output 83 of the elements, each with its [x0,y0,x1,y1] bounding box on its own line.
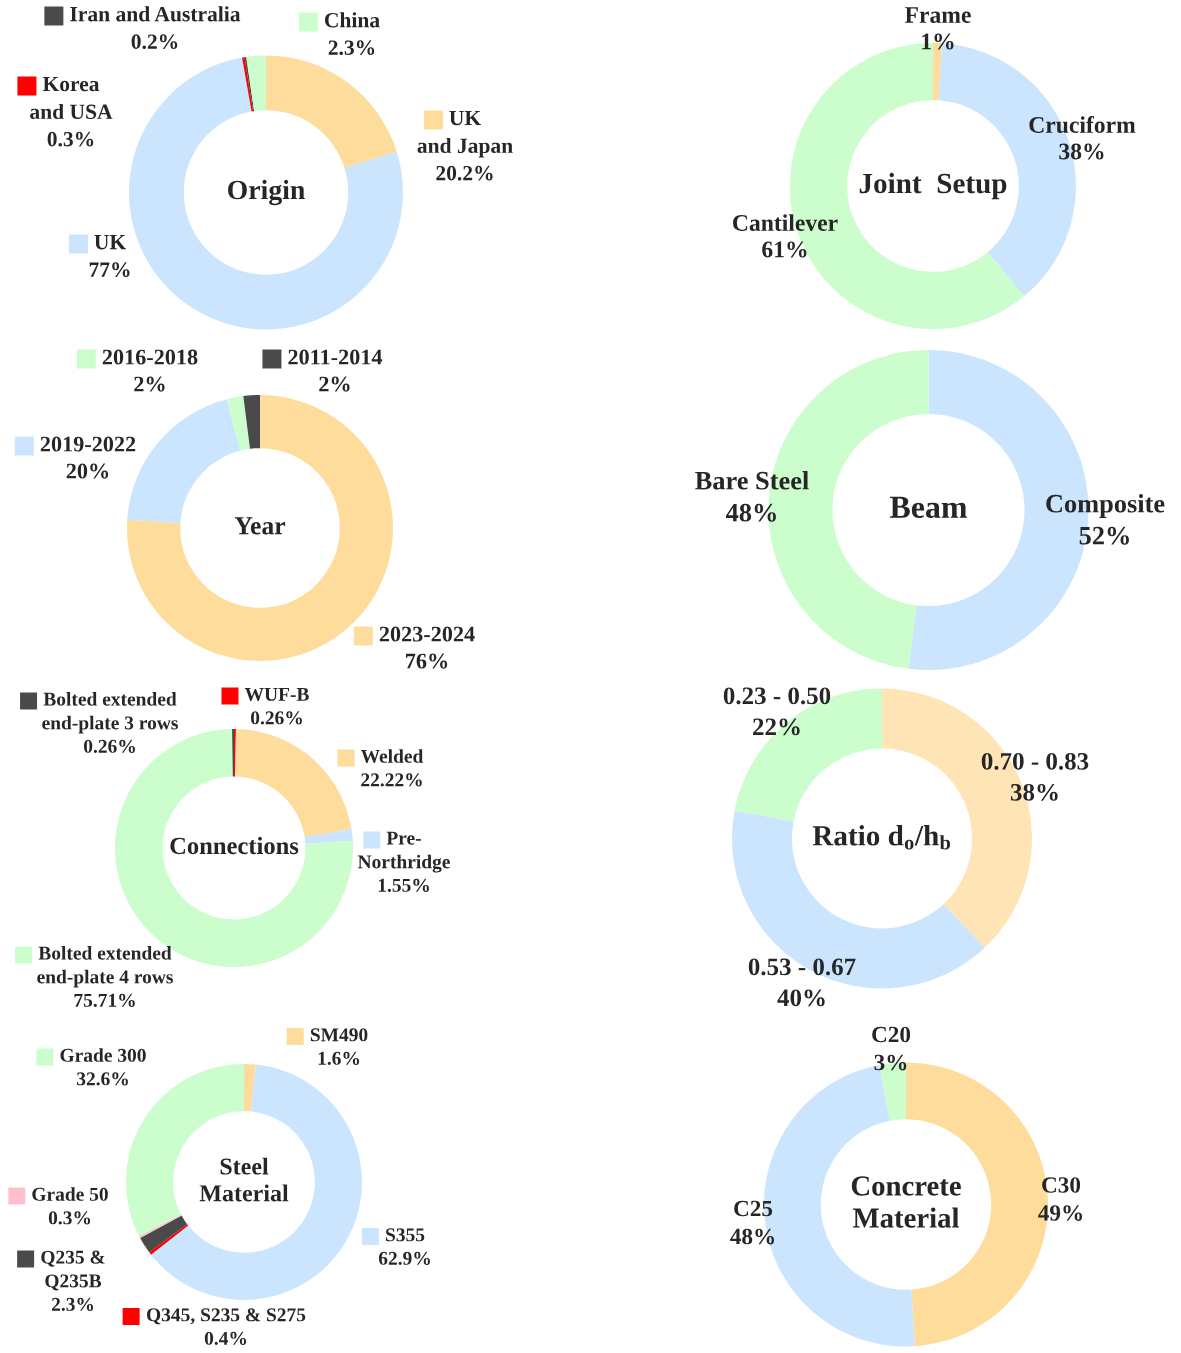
data-label: 1.6% [318,1051,360,1065]
data-label: 38% [1059,143,1104,160]
text: Joint Setup [859,172,1007,200]
legend-label: Bolted extended end-plate 3 rows [42,692,178,734]
donut-slice [149,1224,189,1255]
data-label: 1% [922,33,954,50]
slice-label: Cruciform [1029,116,1136,133]
legend-label: UK [94,235,126,250]
data-label: 20% [66,463,109,479]
data-label: 22% [753,718,800,736]
legend-label: Iran and Australia [70,6,241,22]
data-label: 77% [89,262,130,277]
data-label: 20.2% [436,165,493,181]
legend-label: Q345, S235 & S275 [147,1308,306,1325]
text: Beam [889,496,967,518]
text: Origin [228,179,305,206]
data-label: 0.4% [204,1331,247,1345]
data-label: 32.6% [77,1072,128,1086]
data-label: 3% [874,1054,907,1071]
slice-label: C30 [1042,1177,1081,1193]
legend-label: S355 [386,1228,425,1242]
data-label: 22.22% [361,773,422,787]
donut-slice [244,1064,256,1112]
legend-label: Pre- Northridge [357,831,450,873]
text: Steel Material [199,1157,289,1202]
slice-label: C20 [872,1026,911,1043]
legend-label: Bolted extended end-plate 4 rows [37,946,173,988]
data-label: 48% [725,503,776,522]
data-label: 49% [1038,1205,1083,1221]
donut-slice [304,829,353,844]
legend-label: Welded [360,749,424,763]
legend-label: UK and Japan [417,110,513,158]
data-label: 48% [730,1228,775,1245]
data-label: 0.26% [84,739,135,753]
text: Connections [170,836,299,855]
data-label: 2.3% [51,1297,94,1311]
legend-label: Grade 300 [60,1048,146,1062]
data-label: 40% [777,989,825,1007]
text: Concrete Material [851,1176,961,1228]
data-label: 2% [319,376,350,392]
data-label: 52% [1079,526,1129,545]
slice-label: Frame [904,7,971,23]
data-label: 2.3% [328,40,375,55]
slice-label: 0.70 - 0.83 [981,752,1089,770]
data-label: 0.3% [47,131,94,147]
text: Year [234,517,286,535]
data-label: 0.2% [131,34,178,49]
data-label: 75.71% [74,993,135,1007]
data-label: 62.9% [378,1251,430,1265]
data-label: 0.3% [48,1211,91,1225]
legend-label: 2023-2024 [379,626,475,642]
donut-slice [246,55,266,112]
donut-slice [243,395,260,449]
donut-slice [235,729,352,837]
slice-label: Cantilever [733,214,838,231]
legend-label: WUF-B [244,687,309,701]
data-label: 76% [406,653,448,669]
text: Ratio d$_{o}$/h$_{b}$ [812,825,951,850]
legend-label: China [324,12,380,28]
donut-slice [139,1214,182,1238]
legend-label: Q235 & Q235B [41,1250,105,1291]
donut-slice [226,396,250,451]
slice-label: 0.53 - 0.67 [748,958,856,976]
data-label: 38% [1010,783,1058,801]
data-label: 61% [762,241,807,258]
slice-label: Composite [1046,494,1165,518]
legend-label: Korea and USA [30,76,113,120]
slice-label: 0.23 - 0.50 [723,687,831,705]
donut-slice [266,55,397,169]
legend-label: 2011-2014 [288,349,383,365]
legend-label: Grade 50 [32,1187,108,1201]
legend-label: 2016-2018 [102,349,198,365]
data-label: 1.55% [378,878,429,892]
donut-slice [129,57,403,330]
data-label: 2% [134,376,165,392]
legend-label: SM490 [310,1028,368,1042]
legend-label: 2019-2022 [40,436,136,452]
data-label: 0.26% [251,711,302,725]
slice-label: C25 [734,1200,773,1217]
donut-slice [140,1215,188,1253]
slice-label: Bare Steel [695,471,809,490]
donut-slice [732,810,985,989]
donut-slice [151,1064,362,1300]
